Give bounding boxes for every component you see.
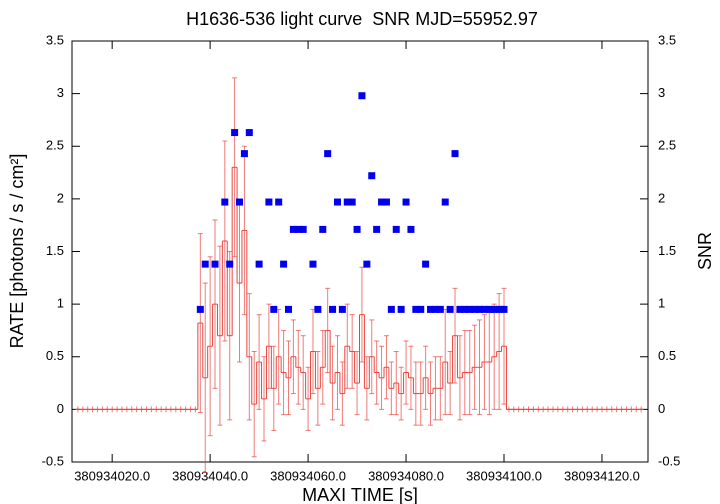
y-tick-label: 1 (57, 296, 64, 311)
snr-point (461, 305, 469, 313)
snr-point (353, 225, 361, 233)
snr-point (407, 225, 415, 233)
snr-point (382, 198, 390, 206)
snr-point (343, 198, 351, 206)
y2-tick-label: 2.5 (658, 138, 676, 153)
snr-point (284, 305, 292, 313)
snr-point (236, 198, 244, 206)
y2-tick-label: 3 (658, 85, 665, 100)
snr-point (245, 129, 253, 137)
snr-point (299, 225, 307, 233)
snr-point (211, 260, 219, 268)
snr-point (275, 198, 283, 206)
x-tick-label: 380934080.0 (368, 468, 444, 483)
snr-point (431, 305, 439, 313)
snr-point (265, 198, 273, 206)
plot-frame (71, 40, 649, 463)
snr-point (500, 305, 508, 313)
snr-point (456, 305, 464, 313)
snr-point (294, 225, 302, 233)
y2-tick-label: 0 (658, 401, 665, 416)
y2-tick-label: 0.5 (658, 348, 676, 363)
chart-title: H1636-536 light curve SNR MJD=55952.97 (186, 9, 538, 29)
snr-point (319, 225, 327, 233)
snr-point (373, 225, 381, 233)
y2-axis-label: SNR (695, 232, 715, 270)
snr-point (427, 305, 435, 313)
snr-point (476, 305, 484, 313)
x-tick-label: 380934100.0 (466, 468, 542, 483)
snr-point (392, 225, 400, 233)
snr-point (255, 260, 263, 268)
x-tick-label: 380934020.0 (74, 468, 150, 483)
snr-point (309, 260, 317, 268)
y-tick-label: 2 (57, 190, 64, 205)
y2-tick-label: -0.5 (658, 453, 680, 468)
x-tick-label: 380934040.0 (172, 468, 248, 483)
snr-point (226, 260, 234, 268)
snr-point (378, 198, 386, 206)
y-tick-label: 3 (57, 85, 64, 100)
snr-point (280, 260, 288, 268)
snr-point (314, 305, 322, 313)
snr-point (358, 92, 366, 100)
y2-tick-label: 1.5 (658, 243, 676, 258)
snr-point (368, 172, 376, 180)
snr-point (397, 305, 405, 313)
snr-point (348, 198, 356, 206)
snr-point (387, 305, 395, 313)
snr-point (495, 305, 503, 313)
snr-point (436, 305, 444, 313)
x-axis-label: MAXI TIME [s] (302, 485, 418, 504)
y-tick-label: -0.5 (42, 453, 64, 468)
snr-point (466, 305, 474, 313)
snr-point (324, 150, 332, 158)
snr-point (485, 305, 493, 313)
snr-point (240, 150, 248, 158)
y-tick-label: 2.5 (46, 138, 64, 153)
y-tick-label: 0 (57, 401, 64, 416)
x-tick-label: 380934120.0 (564, 468, 640, 483)
snr-point (471, 305, 479, 313)
y2-tick-label: 2 (658, 190, 665, 205)
y-tick-label: 1.5 (46, 243, 64, 258)
snr-point (446, 305, 454, 313)
snr-point (422, 260, 430, 268)
snr-point (196, 305, 204, 313)
y-tick-label: 0.5 (46, 348, 64, 363)
snr-point (490, 305, 498, 313)
snr-point (231, 129, 239, 137)
snr-point (480, 305, 488, 313)
snr-point (451, 150, 459, 158)
y2-tick-label: 1 (658, 296, 665, 311)
snr-point (412, 305, 420, 313)
snr-point (417, 305, 425, 313)
snr-point (221, 198, 229, 206)
snr-point (333, 198, 341, 206)
snr-point (338, 305, 346, 313)
y-tick-label: 3.5 (46, 32, 64, 47)
snr-point (289, 225, 297, 233)
snr-point (363, 260, 371, 268)
snr-point (329, 305, 337, 313)
snr-point (201, 260, 209, 268)
snr-point (441, 198, 449, 206)
y2-tick-label: 3.5 (658, 32, 676, 47)
y-axis-label: RATE [photons / s / cm²] (7, 154, 27, 349)
x-tick-label: 380934060.0 (270, 468, 346, 483)
snr-point (402, 198, 410, 206)
snr-point (270, 305, 278, 313)
